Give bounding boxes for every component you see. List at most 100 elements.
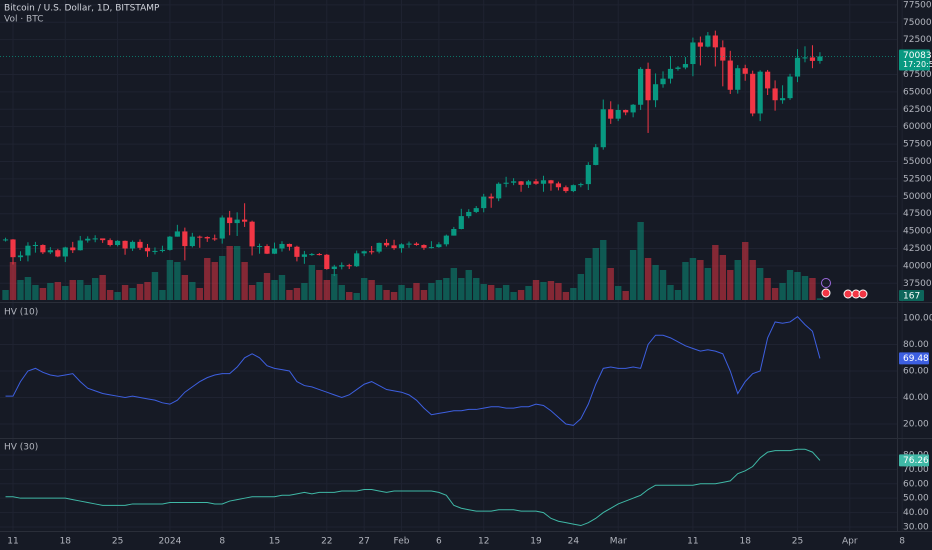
volume-bar [637, 222, 644, 300]
volume-bar [360, 278, 368, 300]
candle-body [481, 196, 487, 209]
candle-body [55, 250, 61, 257]
volume-bar [144, 282, 151, 300]
volume-bar [174, 262, 181, 300]
candle-body [525, 181, 532, 185]
candle-body [204, 237, 210, 239]
candle-body [115, 240, 121, 246]
x-tick-label: 11 [687, 537, 698, 547]
candle-body [817, 56, 823, 61]
candle-body [406, 243, 412, 245]
volume-bar [465, 270, 472, 300]
volume-bar [151, 272, 159, 300]
candle-body [137, 241, 143, 248]
volume-bar [749, 260, 756, 300]
volume-bar [91, 278, 99, 300]
candle-body [346, 265, 352, 267]
candle-body [787, 76, 793, 99]
volume-bar [39, 288, 47, 300]
volume-bar [219, 256, 226, 300]
volume-bar [233, 246, 241, 300]
candle-body [802, 57, 808, 59]
candle-body [77, 240, 83, 251]
volume-bar [129, 288, 136, 300]
volume-bar [629, 250, 637, 300]
volume-bar [17, 280, 24, 300]
volume-bar [667, 285, 674, 300]
volume-bar [420, 290, 428, 300]
volume-bar [502, 285, 510, 300]
y-tick-label: 70.00 [903, 465, 929, 475]
candle-body [473, 208, 479, 212]
volume-bar [338, 285, 345, 300]
volume-bar [816, 298, 824, 300]
candle-body [578, 184, 584, 186]
x-tick-label: 8 [899, 537, 905, 547]
candle-body [286, 243, 293, 247]
last-value-box [899, 352, 929, 365]
volume-bar [480, 284, 487, 300]
pane-title: HV (10) [4, 308, 38, 318]
y-tick-label: 57500 [903, 140, 932, 150]
marks [0, 30, 897, 527]
candle-body [144, 247, 151, 252]
candle-body [496, 183, 502, 199]
candle-body [242, 219, 248, 222]
candle-body [376, 242, 382, 252]
y-tick-label: 40.00 [903, 508, 929, 518]
candle-body [623, 109, 629, 113]
volume-bar [99, 275, 106, 300]
y-tick-label: 50000 [903, 192, 932, 202]
candle-body [10, 239, 16, 258]
y-tick-label: 72500 [903, 35, 932, 45]
candle-body [809, 57, 816, 61]
labels: 11 18 25 2024 8 15 22 27 Feb 6 12 19 24 Mar 11 18 25 Apr 8… [7, 0, 932, 546]
volume-bar [622, 291, 629, 300]
y-tick-label: 60000 [903, 122, 932, 132]
candle-body [316, 254, 322, 256]
y-tick-label: 42500 [903, 244, 932, 254]
x-tick-label: 25 [112, 537, 123, 547]
x-tick-label: Mar [610, 537, 627, 547]
candle-body [361, 251, 367, 254]
y-tick-label: 37500 [903, 279, 932, 289]
volume-bar [241, 262, 248, 300]
candle-body [197, 236, 203, 238]
volume-bar [801, 276, 809, 300]
candle-body [428, 247, 435, 249]
y-tick-label: 50.00 [903, 494, 929, 504]
volume-bar [585, 258, 592, 300]
volume-bar [323, 280, 331, 300]
event-icon [843, 289, 853, 299]
y-tick-label: 30.00 [903, 522, 929, 532]
candle-body [555, 183, 562, 188]
volume-bar [570, 288, 577, 300]
volume-bar [9, 262, 17, 300]
candle-body [712, 35, 718, 48]
last-volume-label: 167 [903, 292, 920, 302]
volume-bar [756, 268, 764, 300]
volume-bar [159, 290, 166, 300]
volume-bar [24, 277, 32, 300]
candle-body [638, 68, 644, 105]
volume-bar [181, 275, 189, 300]
volume-bar [704, 268, 712, 300]
x-tick-label: 15 [269, 537, 280, 547]
volume-bar [727, 270, 734, 300]
candle-body [219, 217, 225, 239]
last-value-box [899, 454, 929, 467]
volume-bar [2, 290, 9, 300]
volume-bar [278, 275, 286, 300]
x-tick-label: 11 [7, 537, 18, 547]
volume-bar [487, 285, 495, 300]
volume-bar [592, 248, 599, 300]
x-tick-label: 6 [436, 537, 442, 547]
candle-body [705, 35, 711, 47]
volume-bar [293, 288, 301, 300]
x-tick-label: Apr [842, 537, 858, 547]
candle-body [720, 47, 726, 61]
candle-body [690, 42, 696, 65]
y-tick-label: 80.00 [903, 340, 929, 350]
candle-body [570, 185, 576, 192]
